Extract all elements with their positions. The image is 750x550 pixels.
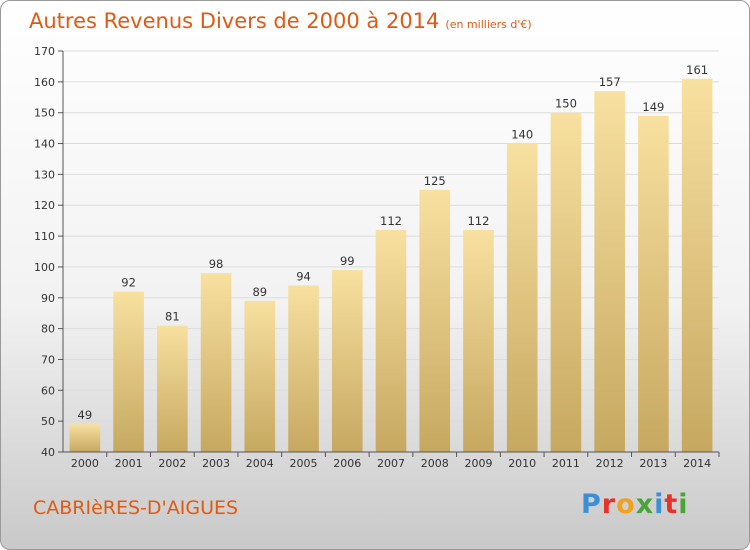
data-label: 98	[209, 257, 224, 271]
y-tick-label: 120	[34, 199, 55, 212]
x-tick-label: 2004	[246, 457, 274, 470]
x-tick-label: 2012	[596, 457, 624, 470]
axis-lines	[62, 51, 719, 453]
bar-2003	[200, 273, 232, 452]
bar-2008	[419, 189, 451, 453]
bar-2002	[157, 325, 188, 452]
brand-letter: i	[654, 489, 665, 520]
brand-letter: i	[678, 489, 689, 520]
y-tick-label: 80	[41, 323, 55, 336]
x-tick-label: 2009	[464, 457, 492, 470]
y-tick-label: 50	[41, 415, 55, 428]
x-tick-label: 2010	[508, 457, 536, 470]
y-tick-label: 170	[34, 45, 55, 58]
x-tick-label: 2014	[683, 457, 711, 470]
data-label: 161	[686, 63, 708, 77]
data-label: 112	[380, 214, 402, 228]
bar-2012	[594, 91, 625, 452]
brand-letter: o	[616, 489, 636, 520]
bar-2007	[375, 229, 407, 452]
x-tick-label: 2011	[552, 457, 580, 470]
brand-letter: x	[635, 489, 655, 520]
y-tick-label: 110	[34, 230, 55, 243]
x-tick-label: 2003	[202, 457, 230, 470]
brand-letter: t	[664, 489, 679, 520]
data-label: 140	[511, 128, 533, 142]
x-tick-label: 2002	[158, 457, 186, 470]
data-label: 125	[424, 174, 446, 188]
data-label: 157	[599, 75, 621, 89]
x-axis: 2000 2001 2002 2003 2004 2005 2006 2007 2008 2009…	[71, 452, 720, 470]
x-tick-label: 2007	[377, 457, 405, 470]
y-tick-label: 100	[34, 261, 55, 274]
bar-2004	[244, 300, 276, 452]
x-tick-label: 2008	[421, 457, 449, 470]
brand-letter: P	[581, 489, 602, 520]
bar-2010	[506, 143, 538, 453]
chart-unit: (en milliers d'€)	[445, 18, 532, 31]
brand-logo: Proxiti	[581, 489, 689, 520]
y-tick-label: 60	[41, 384, 55, 397]
data-label: 94	[296, 269, 311, 283]
data-label: 149	[642, 100, 664, 114]
data-label: 150	[555, 97, 577, 111]
data-label: 99	[340, 254, 355, 268]
bar-2014	[681, 78, 713, 452]
bar-2009	[463, 229, 494, 452]
commune-name: CABRIèRES-D'AIGUES	[33, 497, 239, 519]
data-label: 92	[121, 276, 136, 290]
data-label: 89	[252, 285, 267, 299]
bar-2000	[69, 424, 101, 452]
data-label: 81	[165, 310, 180, 324]
x-tick-label: 2005	[290, 457, 318, 470]
brand-letter: r	[601, 489, 617, 520]
y-tick-label: 40	[41, 446, 55, 459]
y-axis: 40 50 60 70 80 90 100 110 120 130 140 150 160 170	[34, 45, 63, 459]
x-tick-label: 2001	[115, 457, 143, 470]
chart-title-text: Autres Revenus Divers de 2000 à 2014	[29, 9, 440, 33]
y-tick-label: 130	[34, 168, 55, 181]
y-tick-label: 150	[34, 107, 55, 120]
y-tick-label: 90	[41, 292, 55, 305]
x-tick-label: 2000	[71, 457, 99, 470]
bar-2001	[113, 291, 144, 452]
x-tick-label: 2013	[639, 457, 667, 470]
bar-2013	[638, 115, 669, 453]
bar-2006	[331, 270, 363, 452]
chart-title: Autres Revenus Divers de 2000 à 2014 (en …	[29, 9, 532, 33]
bars-group	[69, 78, 713, 453]
data-label: 49	[78, 408, 93, 422]
y-tick-label: 70	[41, 353, 55, 366]
y-tick-label: 140	[34, 138, 55, 151]
x-tick-label: 2006	[333, 457, 361, 470]
data-labels: 49 92 81 98 89 94 99 112 125 112 140 150 157 149 161	[78, 63, 709, 422]
bar-2005	[288, 285, 319, 452]
y-tick-label: 160	[34, 76, 55, 89]
data-label: 112	[467, 214, 489, 228]
bar-2011	[550, 112, 582, 452]
